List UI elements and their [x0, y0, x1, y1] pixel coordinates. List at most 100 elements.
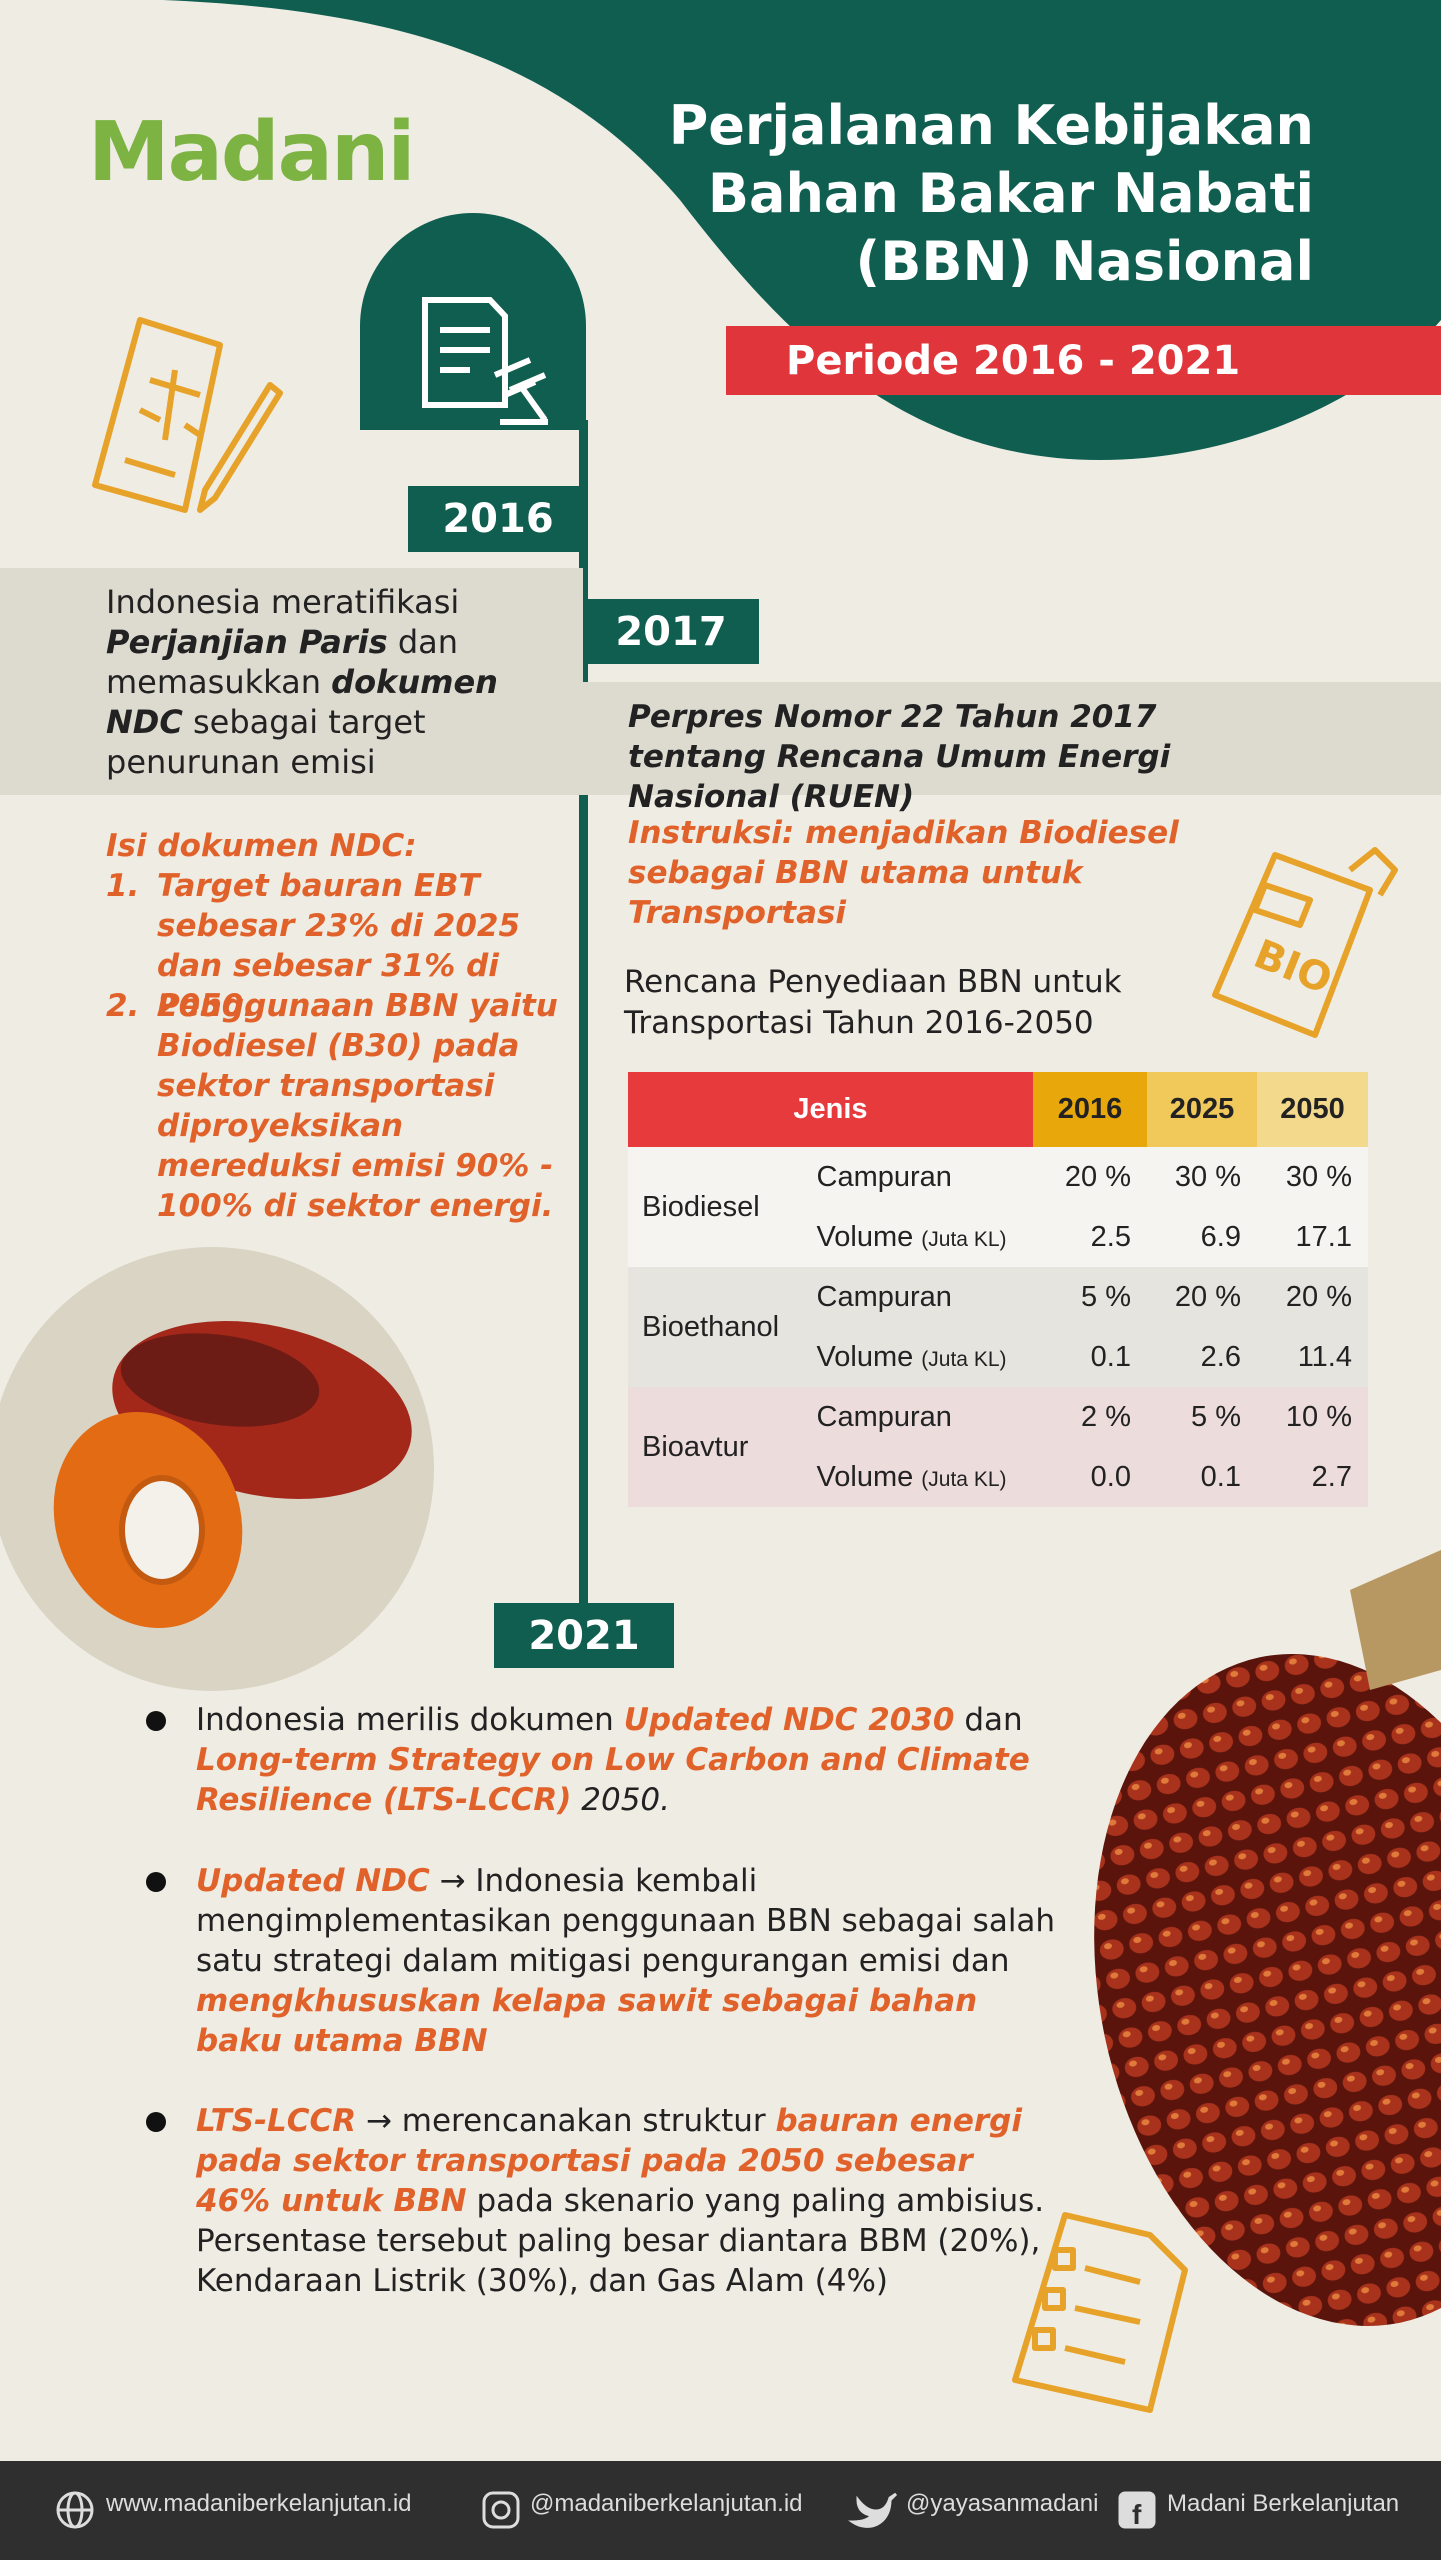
- tr: Volume (Juta KL) 0.0 0.1 2.7: [628, 1447, 1368, 1507]
- label-cell: Campuran: [802, 1387, 1033, 1447]
- label-cell: Volume (Juta KL): [802, 1447, 1033, 1507]
- footer-icons: [56, 2491, 1156, 2529]
- title-line: (BBN) Nasional: [855, 230, 1314, 293]
- text: dan memasukkan: [106, 623, 459, 701]
- title-line: Bahan Bakar Nabati: [707, 162, 1314, 225]
- bullet-text: LTS-LCCR → merencanakan struktur bauran …: [196, 2101, 1056, 2301]
- path: [1252, 882, 1313, 928]
- text: 2050.: [571, 1782, 670, 1818]
- tr: Volume (Juta KL) 0.1 2.6 11.4: [628, 1327, 1368, 1387]
- tr: Bioavtur Campuran 2 % 5 % 10 %: [628, 1387, 1368, 1507]
- text: dokumen NDC: [106, 663, 498, 741]
- line: [124, 457, 176, 478]
- unit: (Juta KL): [921, 1467, 1007, 1491]
- table-title: Rencana Penyediaan BBN untuk Transportas…: [624, 964, 1122, 1041]
- text: Indonesia meratifikasi: [106, 583, 460, 621]
- rect: [1032, 2327, 1056, 2351]
- header-cell: 2050: [1257, 1072, 1368, 1147]
- header-cell: Jenis: [628, 1072, 1033, 1147]
- path: [1212, 852, 1373, 1038]
- tr: Bioethanol Campuran 5 % 20 % 20 %: [628, 1267, 1368, 1387]
- text: Indonesia merilis dokumen: [196, 1702, 624, 1738]
- cell: 10 %: [1257, 1387, 1368, 1447]
- text: → Indonesia kembali mengimplementasikan …: [196, 1863, 1056, 1979]
- ellipse: [119, 1475, 205, 1585]
- text: bauran energi pada sektor transportasi p…: [196, 2103, 1022, 2219]
- table: Jenis 2016 2025 2050 Biodiesel Campuran 20…: [628, 1072, 1368, 1507]
- label-cell: Campuran: [802, 1147, 1033, 1207]
- path: [493, 357, 548, 422]
- title: Perjalanan Kebijakan Bahan Bakar Nabati …: [669, 92, 1314, 296]
- bullet-text: Updated NDC → Indonesia kembali mengimpl…: [196, 1861, 1056, 2061]
- text: mengkhususkan kelapa sawit sebagai bahan…: [196, 1983, 978, 2059]
- cell: 2 %: [1033, 1387, 1147, 1447]
- text: Updated NDC 2030: [623, 1702, 955, 1738]
- timeline-line: [579, 420, 588, 1610]
- statement: Indonesia meratifikasi Perjanjian Paris …: [106, 582, 556, 782]
- year-label: 2021: [494, 1603, 674, 1668]
- table-header: Jenis 2016 2025 2050: [628, 1072, 1368, 1147]
- footer-instagram[interactable]: @madaniberkelanjutan.id: [530, 2490, 803, 2517]
- path: [848, 2492, 898, 2528]
- year-label: 2016: [408, 486, 588, 552]
- logo: Madani: [88, 105, 415, 200]
- list-number: 1.: [106, 868, 140, 904]
- cell: 0.1: [1147, 1447, 1257, 1507]
- line: [1084, 2265, 1141, 2285]
- text: pada skenario yang paling ambisius. Pers…: [196, 2183, 1045, 2299]
- tbody: Jenis 2016 2025 2050 Biodiesel Campuran 20…: [628, 1072, 1368, 1507]
- text: f: [1132, 2499, 1142, 2530]
- footer-bar: [0, 2461, 1441, 2560]
- list-item: Penggunaan BBN yaitu Biodiesel (B30) pad…: [157, 988, 558, 1224]
- cell: 5 %: [1033, 1267, 1147, 1327]
- ellipse: [120, 1333, 320, 1427]
- text: BIO: [1247, 931, 1338, 1003]
- rect: [482, 2491, 520, 2529]
- cell: 20 %: [1147, 1267, 1257, 1327]
- cell: 2.6: [1147, 1327, 1257, 1387]
- path: [1350, 1550, 1441, 1690]
- line: [162, 369, 178, 441]
- path: [1012, 2212, 1188, 2413]
- cell: 2.7: [1257, 1447, 1368, 1507]
- line: [1064, 2345, 1126, 2365]
- cell: 2.5: [1033, 1207, 1147, 1267]
- footer-facebook[interactable]: Madani Berkelanjutan: [1167, 2490, 1400, 2517]
- path: [1348, 847, 1398, 897]
- regulation: Perpres Nomor 22 Tahun 2017 tentang Renc…: [628, 699, 1171, 815]
- footer-twitter[interactable]: @yayasanmadani: [906, 2490, 1099, 2517]
- period-band: Periode 2016 - 2021: [726, 326, 1441, 395]
- cell: 17.1: [1257, 1207, 1368, 1267]
- cell: 6.9: [1147, 1207, 1257, 1267]
- cell: 5 %: [1147, 1387, 1257, 1447]
- instruction: Instruksi: menjadikan Biodiesel sebagai …: [628, 815, 1179, 931]
- tr: Biodiesel Campuran 20 % 30 % 30 %: [628, 1147, 1368, 1267]
- cell: 11.4: [1257, 1327, 1368, 1387]
- list-number: 2.: [106, 988, 140, 1024]
- text: Perjanjian Paris: [106, 623, 388, 661]
- header-cell: 2016: [1033, 1072, 1147, 1147]
- path: [197, 382, 283, 513]
- line: [1074, 2305, 1141, 2325]
- cell: 0.0: [1033, 1447, 1147, 1507]
- text: Updated NDC: [196, 1863, 430, 1899]
- group-cell: Bioavtur: [628, 1387, 803, 1507]
- cell: 20 %: [1257, 1267, 1368, 1327]
- band: [0, 568, 583, 795]
- unit: (Juta KL): [921, 1227, 1007, 1251]
- checklist-icon: [1012, 2212, 1188, 2413]
- label-cell: Volume (Juta KL): [802, 1327, 1033, 1387]
- path: [92, 317, 223, 513]
- bullet-text: Indonesia merilis dokumen Updated NDC 20…: [196, 1700, 1056, 1820]
- footer-website[interactable]: www.madaniberkelanjutan.id: [106, 2490, 412, 2517]
- year-label: 2017: [583, 599, 759, 664]
- rect: [1042, 2287, 1066, 2311]
- bullet-dot: [146, 1872, 166, 1892]
- path: [422, 297, 508, 408]
- cell: 30 %: [1257, 1147, 1368, 1207]
- document-icon: [422, 297, 548, 425]
- label: Volume: [816, 1460, 914, 1493]
- band: [583, 682, 1441, 795]
- palm-bunch: [1094, 1654, 1441, 2326]
- law-icon: [92, 317, 283, 513]
